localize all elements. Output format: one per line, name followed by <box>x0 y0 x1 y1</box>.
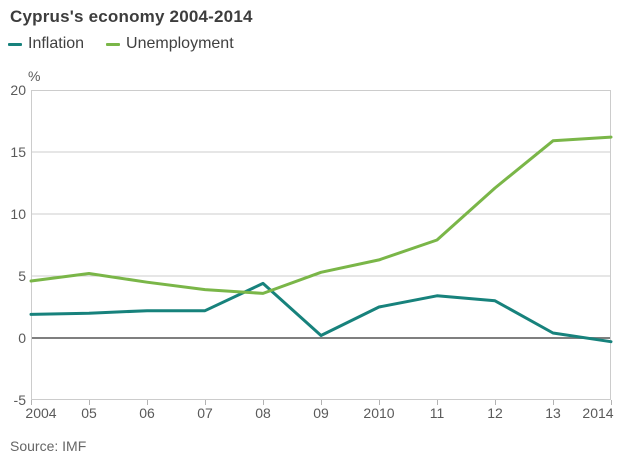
x-tick <box>553 400 554 405</box>
x-tick <box>89 400 90 405</box>
x-tick <box>437 400 438 405</box>
x-tick <box>495 400 496 405</box>
x-ticks <box>31 90 612 405</box>
legend: Inflation Unemployment <box>8 35 256 53</box>
unemployment-legend-label: Unemployment <box>126 35 234 52</box>
x-tick <box>379 400 380 405</box>
y-tick-label: 15 <box>10 144 26 160</box>
legend-item-inflation: Inflation <box>8 35 84 53</box>
y-axis-labels: 20 15 10 5 0 -5 <box>0 83 26 407</box>
x-tick-label: 09 <box>313 405 329 421</box>
x-tick <box>611 400 612 405</box>
x-tick <box>31 400 32 405</box>
x-axis-labels: 2004 05 06 07 08 09 2010 11 12 13 2014 <box>25 405 614 426</box>
x-tick <box>205 400 206 405</box>
x-tick-label: 07 <box>197 405 213 421</box>
x-tick-label: 13 <box>545 405 561 421</box>
legend-item-unemployment: Unemployment <box>106 35 234 53</box>
x-tick-label: 11 <box>429 405 445 421</box>
plot-area <box>29 90 613 405</box>
y-axis-unit-label: % <box>28 68 41 84</box>
y-tick-label: -5 <box>13 392 26 408</box>
y-tick-label: 0 <box>18 330 26 346</box>
chart-title: Cyprus's economy 2004-2014 <box>10 7 253 26</box>
x-tick-label: 2014 <box>582 405 614 421</box>
inflation-legend-label: Inflation <box>28 35 85 52</box>
x-tick-label: 2004 <box>25 405 57 421</box>
x-tick <box>321 400 322 405</box>
x-tick <box>263 400 264 405</box>
y-tick-label: 10 <box>10 206 26 222</box>
unemployment-legend-dash-icon <box>106 42 121 46</box>
x-tick <box>147 400 148 405</box>
y-tick-label: 5 <box>18 268 26 284</box>
x-tick-label: 05 <box>81 405 97 421</box>
x-tick-label: 2010 <box>363 405 395 421</box>
chart-canvas <box>29 90 613 400</box>
x-tick-label: 12 <box>487 405 503 421</box>
x-tick-label: 08 <box>255 405 271 421</box>
inflation-line <box>29 281 613 344</box>
unemployment-line <box>29 135 613 295</box>
y-tick-label: 20 <box>10 82 26 98</box>
source-label: Source: IMF <box>10 438 87 454</box>
x-tick-label: 06 <box>139 405 155 421</box>
inflation-legend-dash-icon <box>8 42 22 46</box>
